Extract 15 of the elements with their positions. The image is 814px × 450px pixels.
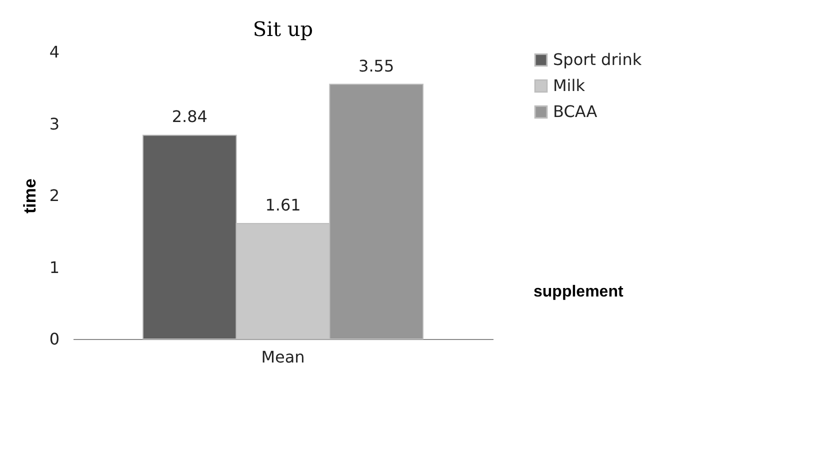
data-label: 3.55 xyxy=(358,56,394,76)
y-tick-label: 1 xyxy=(49,258,60,277)
data-label: 1.61 xyxy=(265,195,301,214)
x-axis-title: supplement xyxy=(534,284,624,300)
data-label: 2.84 xyxy=(172,107,208,126)
chart-title: Sit up xyxy=(252,17,314,41)
x-tick-label: Mean xyxy=(261,348,305,366)
y-tick-label: 2 xyxy=(49,186,60,205)
legend-label: BCAA xyxy=(553,102,598,121)
legend-label: Sport drink xyxy=(553,50,642,69)
legend-label: Milk xyxy=(553,76,586,95)
y-axis-title: time xyxy=(20,178,40,214)
y-tick-label: 4 xyxy=(49,42,60,62)
y-tick-label: 0 xyxy=(49,330,60,348)
y-tick-label: 3 xyxy=(49,114,60,134)
